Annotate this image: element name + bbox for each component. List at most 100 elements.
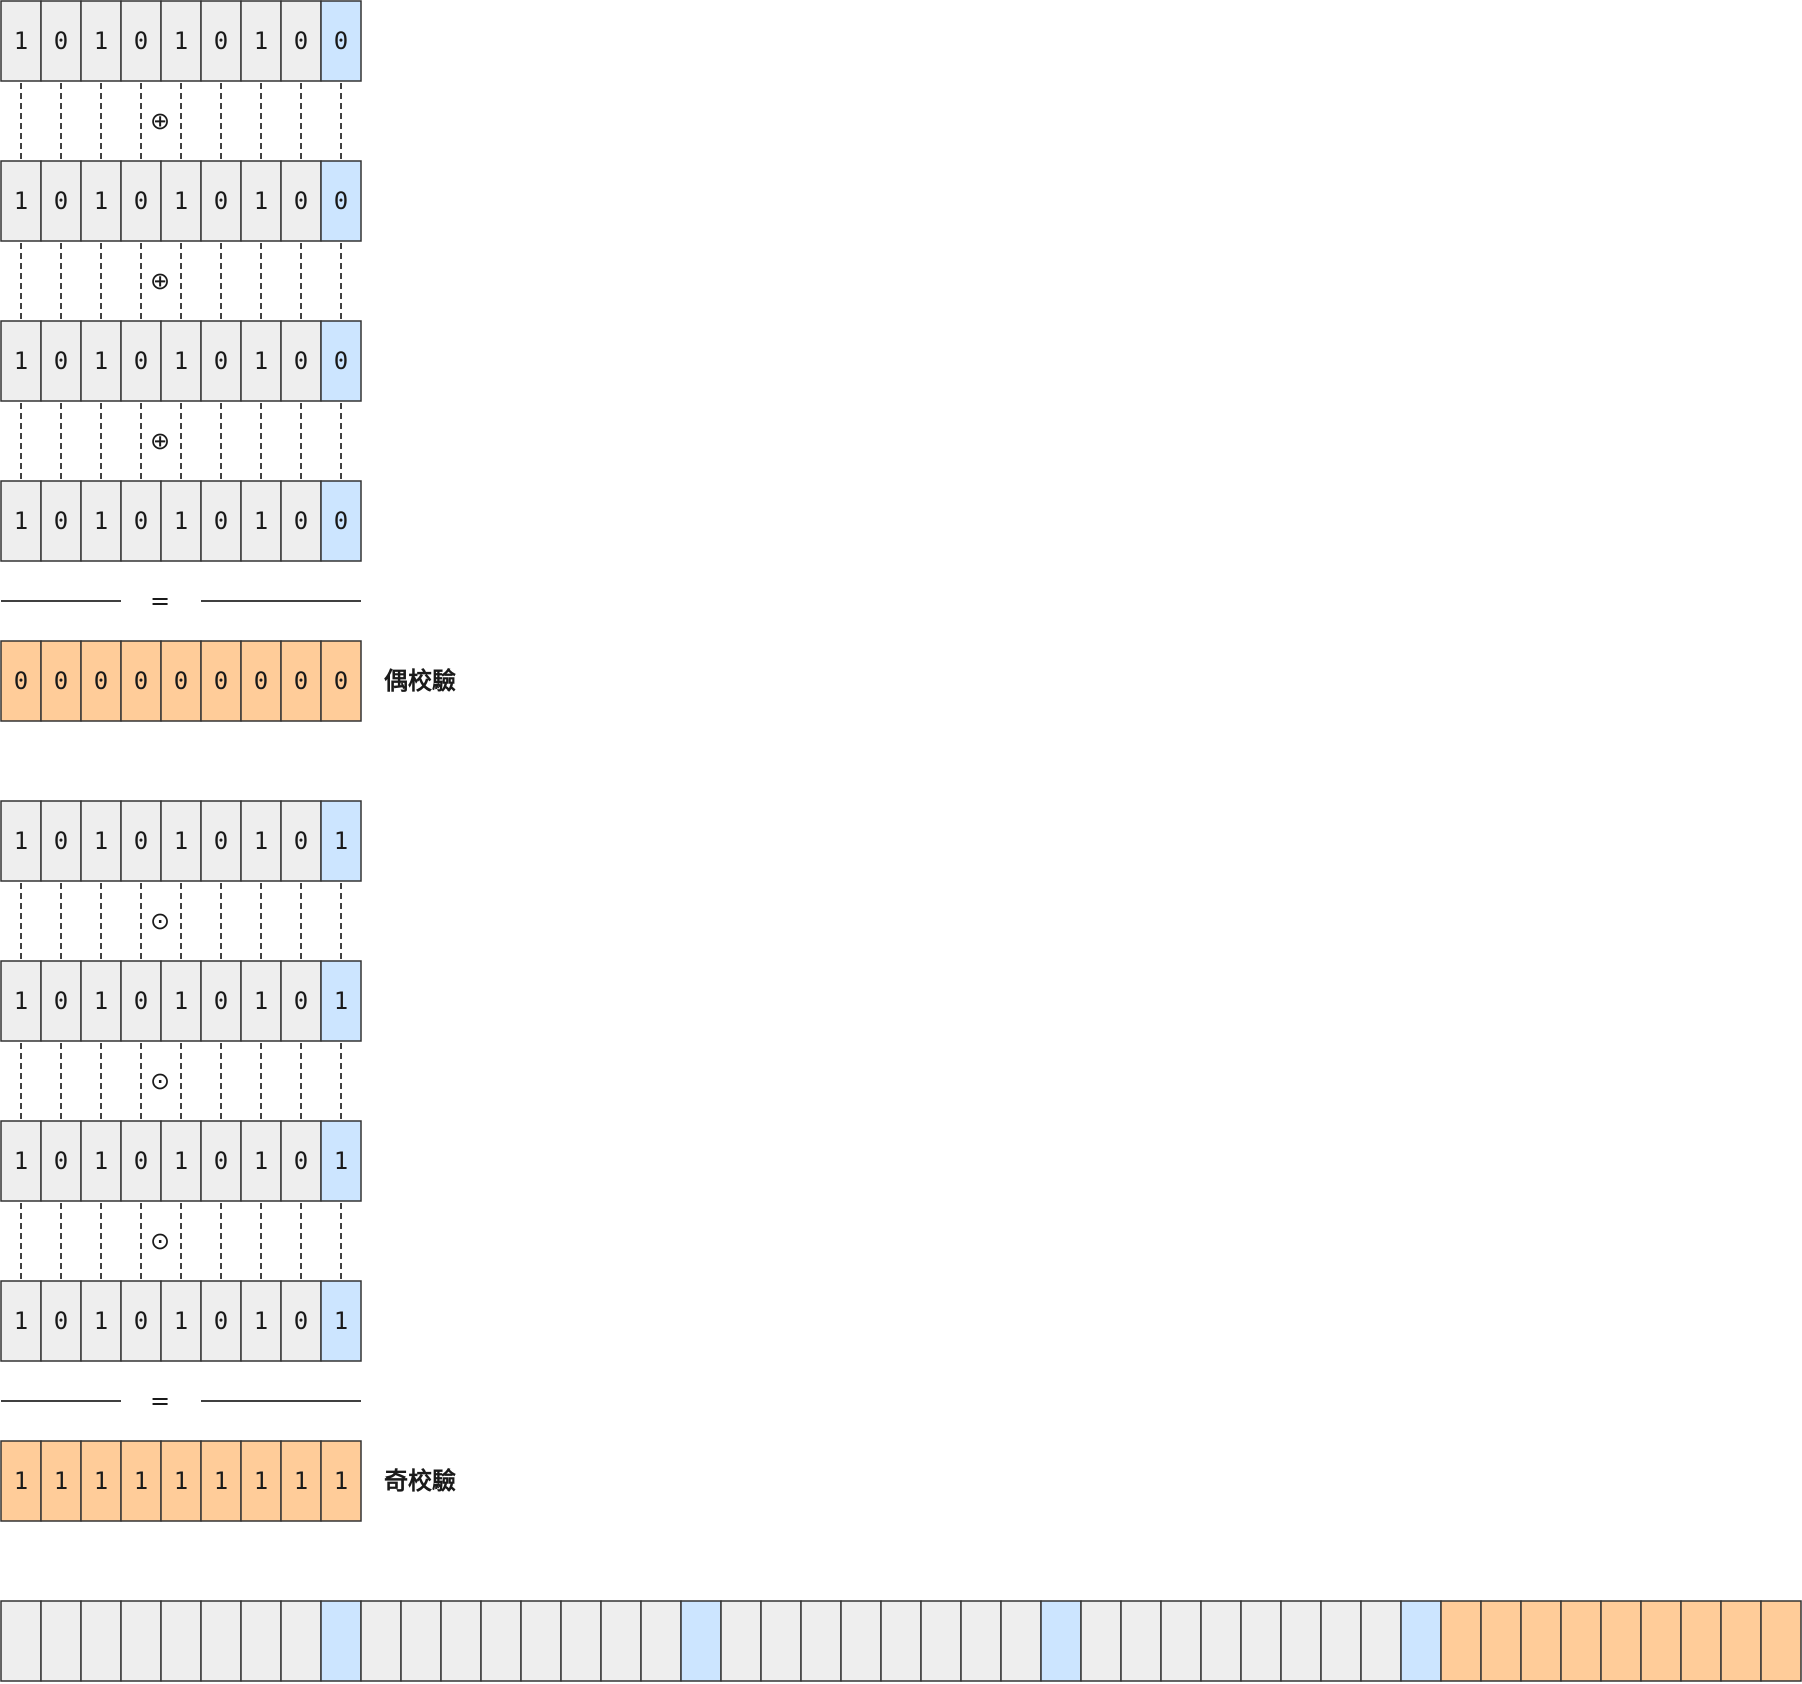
- strip-cell: [1080, 1600, 1122, 1682]
- bit-cell: [0, 160, 42, 242]
- bit-value: 1: [94, 1307, 108, 1335]
- bit-value: 0: [134, 1307, 148, 1335]
- bit-value: 0: [134, 987, 148, 1015]
- bit-value: 1: [174, 1307, 188, 1335]
- bit-value: 0: [214, 987, 228, 1015]
- bit-value: 1: [334, 987, 348, 1015]
- bit-cell: [80, 1280, 122, 1362]
- bit-cell: [200, 1120, 242, 1202]
- strip-cell: [1600, 1600, 1642, 1682]
- bit-cell: [320, 1440, 362, 1522]
- bit-cell: [320, 480, 362, 562]
- equals-divider: =: [1, 587, 361, 615]
- strip-cell: [960, 1600, 1002, 1682]
- bit-value: 1: [14, 987, 28, 1015]
- strip-cell: [1040, 1600, 1082, 1682]
- strip-cell: [1480, 1600, 1522, 1682]
- bit-cell: [160, 1120, 202, 1202]
- bit-value: 1: [174, 1147, 188, 1175]
- strip-cell: [160, 1600, 202, 1682]
- strip-cell: [240, 1600, 282, 1682]
- bit-value: 0: [134, 507, 148, 535]
- bit-value: 1: [254, 27, 268, 55]
- bit-cell: [200, 960, 242, 1042]
- bit-value: 1: [174, 827, 188, 855]
- operator-backdrop: [146, 1225, 174, 1257]
- bit-value: 0: [214, 347, 228, 375]
- strip-cell: [1360, 1600, 1402, 1682]
- strip-cell: [280, 1600, 322, 1682]
- bit-cell: [240, 480, 282, 562]
- operator-connector: ⊕: [20, 403, 342, 479]
- bit-value: 1: [334, 827, 348, 855]
- strip-cell: [1760, 1600, 1802, 1682]
- bit-value: 1: [54, 1467, 68, 1495]
- bit-value: 1: [94, 1147, 108, 1175]
- bit-value: 1: [334, 1467, 348, 1495]
- bit-cell: [0, 1280, 42, 1362]
- strip-cell: [1520, 1600, 1562, 1682]
- bit-value: 0: [54, 667, 68, 695]
- strip-cell: [1200, 1600, 1242, 1682]
- bit-value: 1: [254, 187, 268, 215]
- strip-cell: [440, 1600, 482, 1682]
- bit-value: 1: [94, 987, 108, 1015]
- bit-cell: [120, 640, 162, 722]
- combined-bit-strip: [0, 1600, 1802, 1682]
- strip-cell: [320, 1600, 362, 1682]
- bit-cell: [200, 0, 242, 82]
- bit-value: 0: [134, 667, 148, 695]
- bit-value: 0: [134, 27, 148, 55]
- operator-connector: ⊙: [20, 1203, 342, 1279]
- bit-value: 1: [254, 1307, 268, 1335]
- strip-cell: [1640, 1600, 1682, 1682]
- bit-value: 0: [334, 347, 348, 375]
- bit-value: 0: [14, 667, 28, 695]
- bit-value: 0: [334, 507, 348, 535]
- operator-connector: ⊙: [20, 883, 342, 959]
- strip-cell: [1680, 1600, 1722, 1682]
- strip-cell: [1280, 1600, 1322, 1682]
- bit-cell: [280, 1120, 322, 1202]
- strip-cell: [1160, 1600, 1202, 1682]
- bit-cell: [200, 1440, 242, 1522]
- strip-cell: [760, 1600, 802, 1682]
- bit-cell: [200, 800, 242, 882]
- strip-cell: [920, 1600, 962, 1682]
- bit-cell: [120, 480, 162, 562]
- operator-backdrop: [146, 905, 174, 937]
- operator-backdrop: [146, 265, 174, 297]
- bit-cell: [160, 960, 202, 1042]
- bit-value: 0: [334, 27, 348, 55]
- equals-symbol: =: [150, 587, 170, 615]
- bit-value: 0: [94, 667, 108, 695]
- bit-value: 0: [294, 27, 308, 55]
- operator-backdrop: [146, 425, 174, 457]
- strip-cell: [640, 1600, 682, 1682]
- operator-connector: ⊕: [20, 243, 342, 319]
- operator-symbol: ⊕: [150, 267, 170, 295]
- bit-value: 0: [134, 1147, 148, 1175]
- bit-cell: [0, 1440, 42, 1522]
- bit-cell: [40, 640, 82, 722]
- bit-value: 1: [94, 507, 108, 535]
- bit-cell: [40, 1120, 82, 1202]
- bit-value: 1: [94, 1467, 108, 1495]
- strip-cell: [200, 1600, 242, 1682]
- bit-value: 1: [334, 1147, 348, 1175]
- bit-value: 0: [294, 1307, 308, 1335]
- bit-value: 1: [174, 347, 188, 375]
- bit-value: 0: [214, 1307, 228, 1335]
- operator-symbol: ⊙: [150, 1227, 170, 1255]
- bit-value: 0: [294, 667, 308, 695]
- strip-cell: [80, 1600, 122, 1682]
- bit-value: 0: [54, 507, 68, 535]
- bit-value: 1: [294, 1467, 308, 1495]
- bit-cell: [80, 480, 122, 562]
- strip-cell: [720, 1600, 762, 1682]
